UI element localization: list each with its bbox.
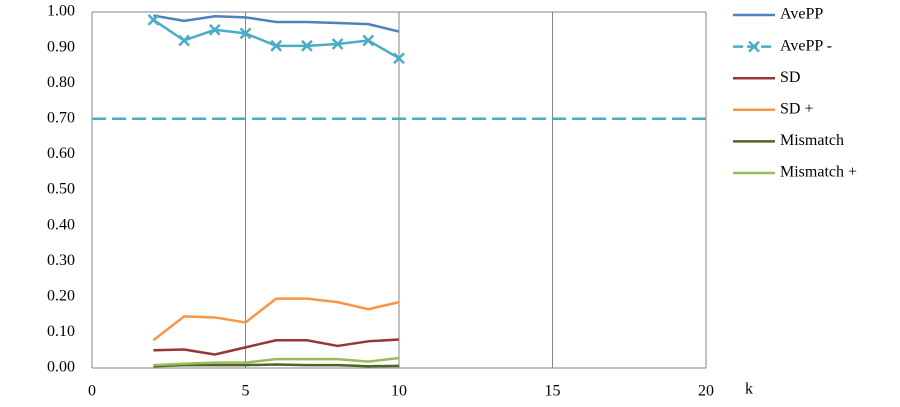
marker xyxy=(239,27,252,40)
legend-label: AvePP xyxy=(780,6,823,23)
marker xyxy=(331,38,344,50)
y-tick-label: 0.50 xyxy=(47,181,75,198)
x-tick-label: 5 xyxy=(242,383,250,400)
y-tick-label: 0.30 xyxy=(47,252,75,269)
x-axis-label: k xyxy=(745,381,753,398)
y-tick-label: 0.60 xyxy=(47,145,75,162)
legend-label: SD + xyxy=(780,100,813,117)
x-tick-label: 20 xyxy=(698,383,714,400)
legend-label: SD xyxy=(780,69,800,86)
series-line xyxy=(153,356,400,367)
marker xyxy=(362,34,375,47)
marker xyxy=(147,13,160,26)
y-tick-label: 0.20 xyxy=(47,287,75,304)
series-line xyxy=(153,338,400,356)
y-tick-label: 0.40 xyxy=(47,216,75,233)
x-tick-label: 10 xyxy=(391,383,407,400)
legend-label: Mismatch + xyxy=(780,164,857,181)
y-tick-label: 0.00 xyxy=(47,359,75,376)
y-tick-label: 0.90 xyxy=(47,38,75,55)
y-tick-label: 1.00 xyxy=(47,3,75,20)
legend-label: Mismatch xyxy=(780,132,844,149)
series-line xyxy=(152,18,400,60)
series-line xyxy=(153,14,400,33)
series-line xyxy=(153,363,400,368)
marker xyxy=(270,39,283,52)
x-tick-label: 0 xyxy=(88,383,96,400)
marker xyxy=(748,40,760,53)
y-tick-label: 0.80 xyxy=(47,74,75,91)
series-line xyxy=(152,297,400,342)
y-tick-label: 0.10 xyxy=(47,323,75,340)
marker xyxy=(208,23,221,36)
marker xyxy=(393,52,405,65)
legend-label: AvePP - xyxy=(780,37,832,54)
y-tick-label: 0.70 xyxy=(47,109,75,126)
x-tick-label: 15 xyxy=(545,383,561,400)
marker xyxy=(178,34,190,47)
marker xyxy=(301,39,313,52)
